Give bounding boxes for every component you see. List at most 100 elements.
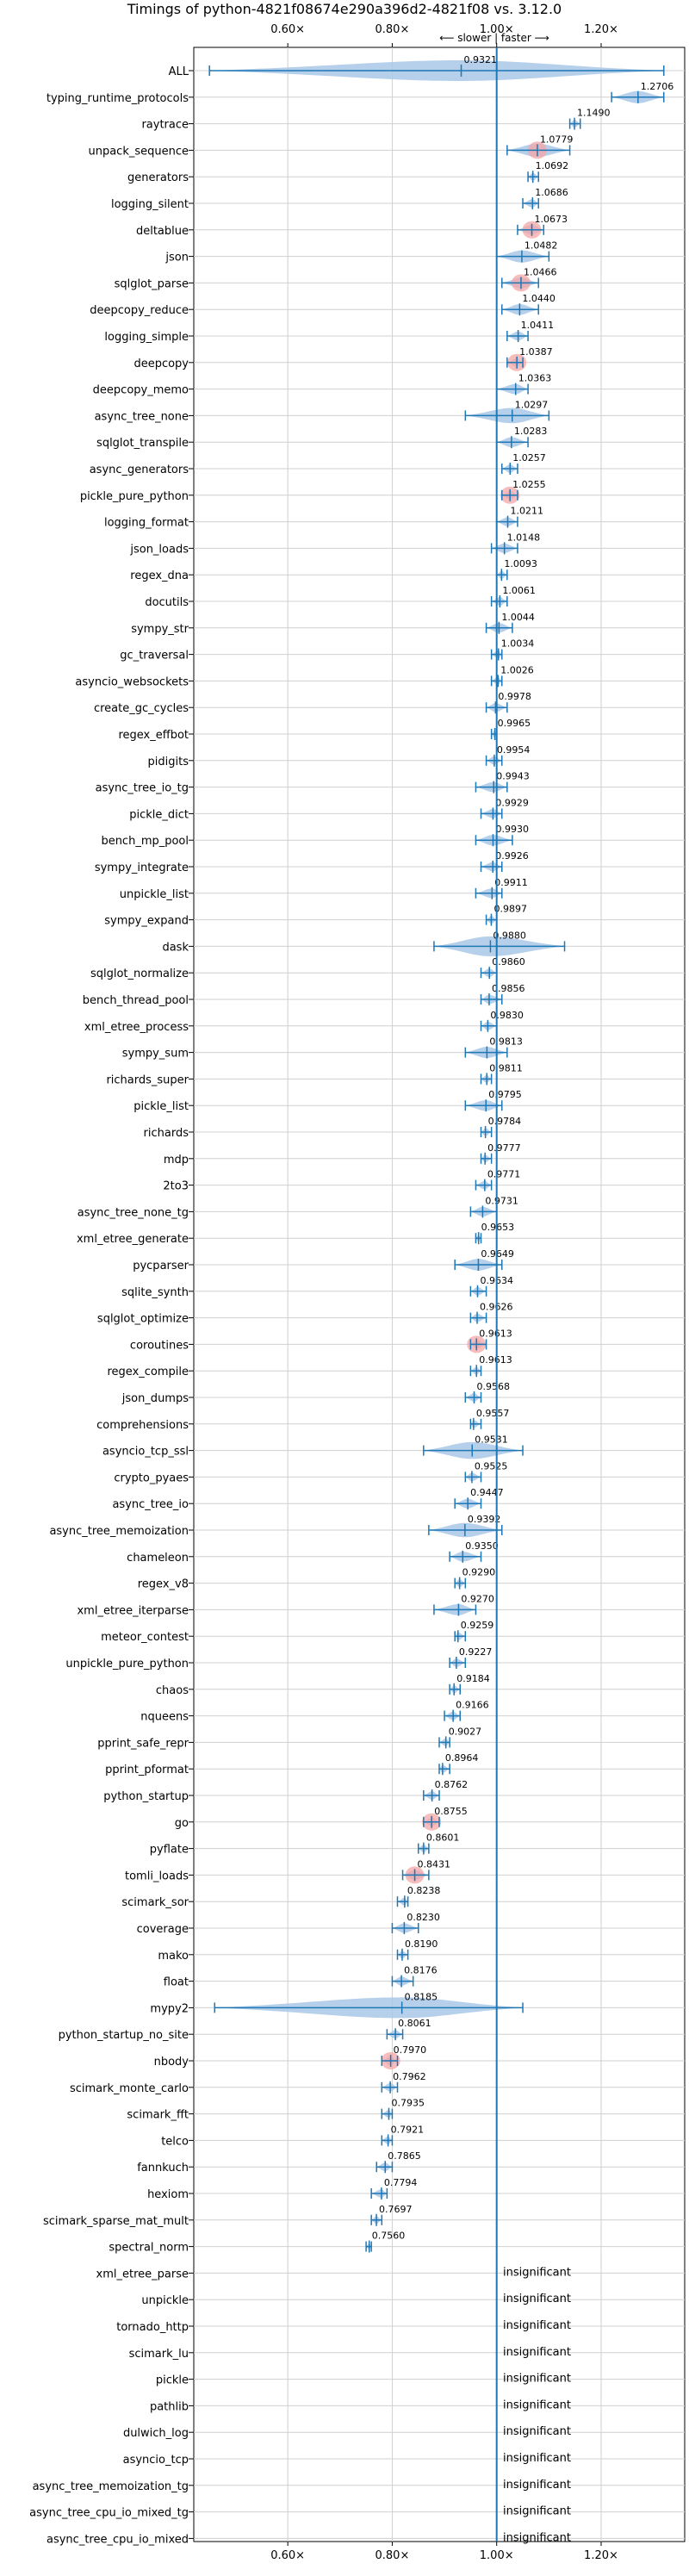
value-label: 0.9860 [492, 956, 525, 968]
benchmark-label: python_startup [103, 1790, 189, 1803]
value-label: 0.9350 [465, 1540, 499, 1552]
benchmark-row: create_gc_cycles 0.9978 [94, 691, 531, 715]
benchmark-row: logging_format 1.0211 [104, 506, 543, 530]
benchmark-row: hexiom 0.7794 [147, 2177, 417, 2201]
benchmark-label: bench_mp_pool [101, 835, 189, 848]
insignificant-label: insignificant [503, 2399, 571, 2411]
value-label: 0.9392 [468, 1514, 501, 1525]
benchmark-label: pprint_safe_repr [97, 1737, 189, 1750]
value-label: 1.0283 [514, 426, 548, 437]
value-label: 1.1490 [577, 108, 611, 119]
benchmark-label: pathlib [150, 2400, 189, 2413]
benchmark-label: tomli_loads [125, 1870, 189, 1882]
chart-title: Timings of python-4821f08674e290a396d2-4… [127, 1, 562, 17]
benchmark-row: unpickle_list 0.9911 [120, 877, 528, 901]
benchmark-row: scimark_sor 0.8238 [121, 1885, 440, 1909]
benchmark-row: pycparser0.9649 [133, 1248, 514, 1272]
benchmark-row: meteor_contest 0.9259 [101, 1620, 493, 1644]
benchmark-row: raytrace 1.1490 [141, 108, 610, 132]
benchmark-row: deepcopy_reduce 1.0440 [90, 293, 556, 317]
benchmark-row: xml_etree_process 0.9830 [84, 1010, 524, 1034]
benchmark-label: async_tree_none [95, 410, 189, 423]
value-label: 1.0686 [535, 187, 568, 198]
benchmark-row: regex_dna 1.0093 [130, 558, 537, 582]
benchmark-label: scimark_sparse_mat_mult [43, 2215, 189, 2228]
benchmark-row: gc_traversal 1.0034 [120, 638, 534, 663]
value-label: 0.7921 [391, 2124, 425, 2135]
value-label: 0.9926 [495, 850, 529, 862]
benchmark-label: pickle_list [133, 1100, 189, 1113]
value-label: 1.0482 [525, 240, 558, 252]
benchmark-label: unpack_sequence [88, 145, 189, 158]
value-label: 0.9771 [487, 1169, 521, 1180]
benchmark-label: sqlglot_normalize [90, 968, 189, 980]
benchmark-row: deltablue 1.0673 [136, 214, 568, 239]
benchmark-row: xml_etree_generate 0.9653 [77, 1222, 514, 1246]
x-tick-label-top: 0.60× [270, 23, 305, 36]
benchmark-label: spectral_norm [109, 2242, 189, 2255]
benchmark-label: sqlglot_transpile [96, 437, 189, 450]
value-label: 0.8755 [434, 1806, 468, 1817]
benchmark-label: chameleon [127, 1552, 189, 1565]
benchmark-label: mdp [164, 1154, 189, 1167]
benchmark-row: sqlglot_optimize0.9626 [97, 1302, 513, 1326]
insignificant-label: insignificant [503, 2373, 571, 2386]
benchmark-label: coverage [137, 1923, 189, 1936]
benchmark-row: tornado_http insignificant [116, 2319, 571, 2334]
value-label: 1.0044 [501, 612, 535, 623]
benchmark-label: fannkuch [137, 2162, 189, 2175]
benchmark-label: deepcopy [133, 358, 189, 370]
benchmark-row: tomli_loads 0.8431 [125, 1858, 450, 1884]
value-label: 1.0034 [501, 638, 535, 650]
benchmark-row: pprint_pformat 0.8964 [105, 1752, 478, 1776]
benchmark-label: typing_runtime_protocols [47, 92, 189, 105]
insignificant-label: insignificant [503, 2319, 571, 2332]
benchmark-row: json_dumps 0.9568 [121, 1381, 510, 1405]
benchmark-label: json [164, 252, 189, 264]
benchmark-label: pprint_pformat [105, 1764, 189, 1776]
benchmark-label: chaos [156, 1684, 189, 1697]
benchmark-label: async_tree_cpu_io_mixed_tg [29, 2507, 189, 2520]
benchmark-row: docutils 1.0061 [145, 585, 536, 609]
value-label: 0.7560 [372, 2231, 406, 2242]
benchmark-row: go 0.8755 [175, 1806, 468, 1831]
benchmark-label: deltablue [136, 225, 189, 238]
value-label: 0.9557 [476, 1408, 510, 1419]
benchmark-label: scimark_fft [127, 2109, 189, 2122]
benchmark-label: pycparser [133, 1260, 189, 1272]
benchmark-label: telco [161, 2135, 189, 2148]
value-label: 0.9027 [449, 1726, 482, 1737]
benchmark-row: json 1.0482 [164, 240, 557, 264]
insignificant-label: insignificant [503, 2452, 571, 2465]
value-label: 0.8964 [445, 1752, 479, 1764]
benchmark-label: docutils [145, 596, 189, 609]
benchmark-row: scimark_monte_carlo 0.7962 [70, 2071, 426, 2095]
benchmark-label: ALL [169, 65, 189, 78]
benchmark-row: async_tree_none_tg 0.9731 [78, 1195, 518, 1219]
value-label: 0.9784 [488, 1116, 522, 1127]
benchmark-label: go [175, 1817, 189, 1830]
benchmark-row: sympy_sum 0.9813 [122, 1036, 523, 1061]
benchmark-label: async_tree_none_tg [78, 1206, 189, 1219]
x-tick-label-bottom: 1.20× [584, 2549, 618, 2562]
plot-frame [193, 47, 686, 2542]
benchmark-row: async_generators 1.0257 [90, 452, 546, 476]
benchmark-row: async_tree_io 0.9447 [112, 1487, 503, 1511]
value-label: 1.0692 [536, 160, 569, 171]
x-tick-label-top: 1.20× [584, 23, 618, 36]
benchmark-row: bench_mp_pool 0.9930 [101, 824, 529, 848]
value-label: 1.0211 [510, 506, 543, 517]
benchmark-row: logging_simple 1.0411 [104, 320, 554, 344]
benchmark-row: regex_compile 0.9613 [107, 1354, 512, 1378]
value-label: 1.2706 [641, 81, 674, 92]
benchmark-label: logging_silent [111, 198, 189, 211]
benchmark-label: regex_compile [107, 1366, 189, 1378]
benchmark-label: xml_etree_generate [77, 1233, 189, 1246]
value-label: 0.8238 [407, 1885, 441, 1896]
benchmark-row: pickle_dict 0.9929 [129, 797, 529, 821]
benchmark-row: sqlite_synth0.9634 [121, 1275, 513, 1299]
benchmark-label: scimark_lu [129, 2348, 189, 2361]
grid-layer [194, 47, 685, 2542]
benchmark-label: pyflate [150, 1844, 189, 1857]
benchmark-label: async_tree_io [112, 1498, 189, 1511]
